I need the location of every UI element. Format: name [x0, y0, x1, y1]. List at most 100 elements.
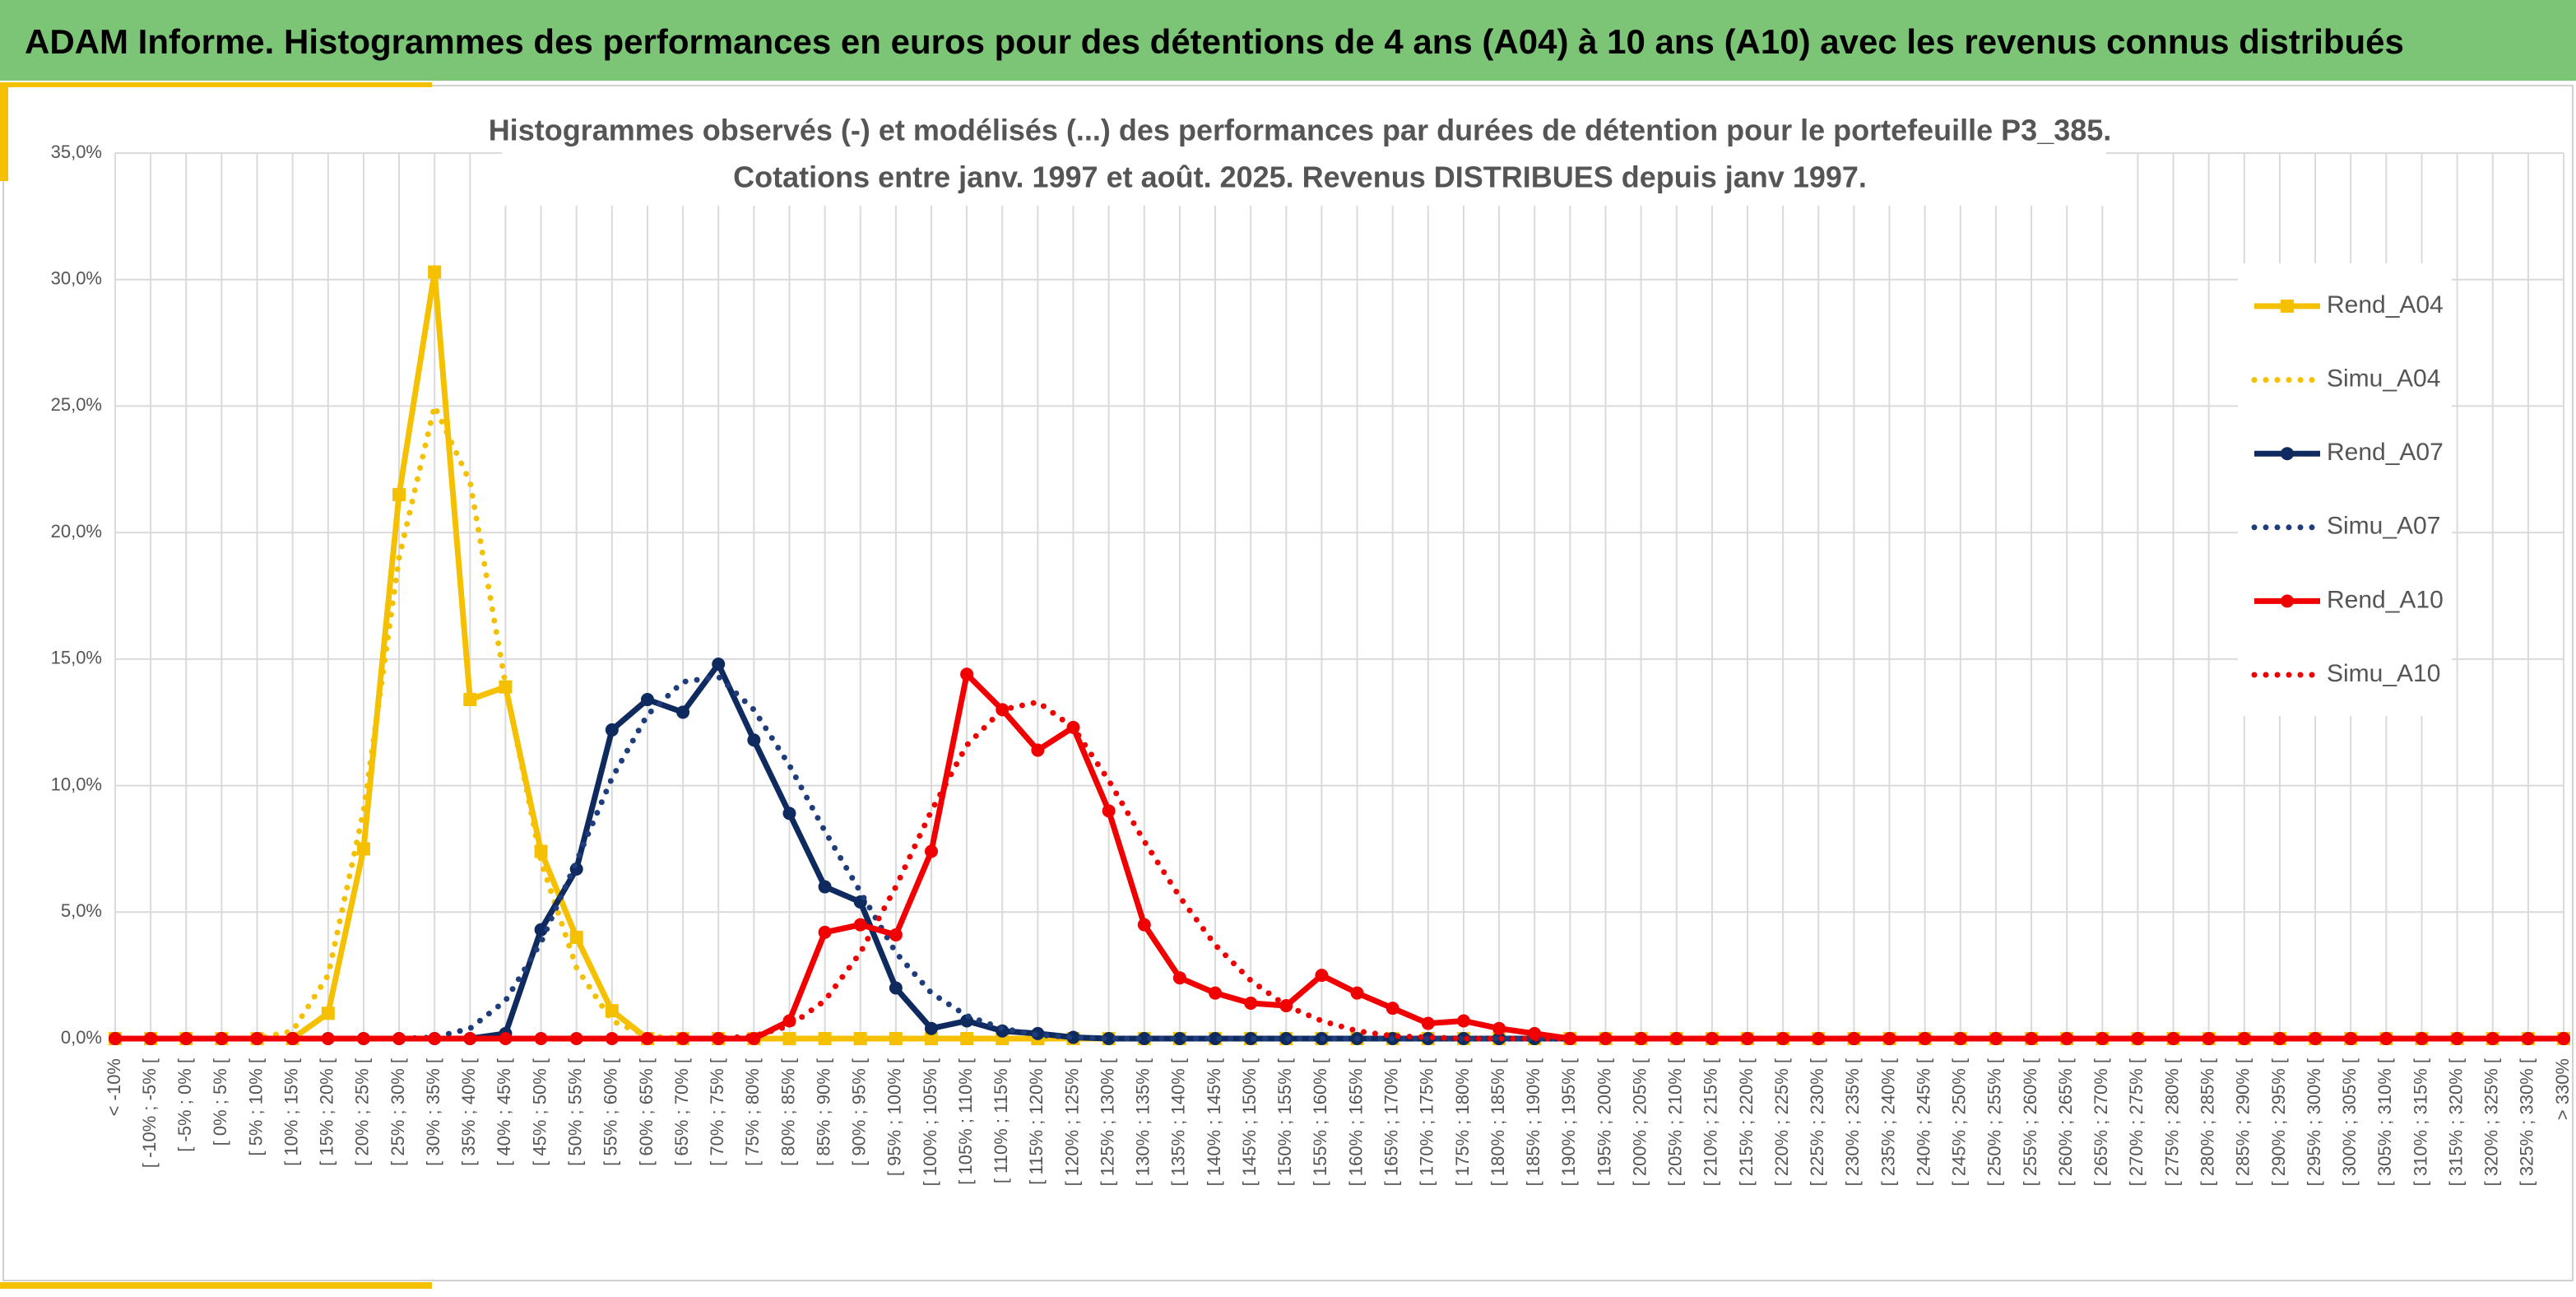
x-tick-label: [ 0% ; 5% [ [210, 1058, 230, 1146]
marker [676, 705, 690, 719]
x-tick-label: [ 320% ; 325% [ [2481, 1058, 2502, 1186]
marker [712, 1032, 726, 1045]
marker [747, 733, 761, 747]
x-tick-label: [ 135% ; 140% [ [1168, 1058, 1189, 1186]
legend-label: Simu_A10 [2327, 660, 2440, 687]
marker [782, 807, 796, 821]
marker [2344, 1032, 2358, 1045]
marker [321, 1032, 335, 1045]
x-tick-label: [ 95% ; 100% [ [884, 1058, 905, 1176]
marker [818, 1032, 832, 1045]
x-tick-label: [ 255% ; 260% [ [2020, 1058, 2040, 1186]
marker [1244, 1032, 1258, 1045]
x-tick-label: [ 285% ; 290% [ [2233, 1058, 2253, 1186]
marker [392, 488, 406, 502]
y-tick-label: 10,0% [51, 774, 102, 794]
x-tick-label: [ 185% ; 190% [ [1523, 1058, 1543, 1186]
marker [2237, 1032, 2251, 1045]
x-tick-label: [ -10% ; -5% [ [139, 1058, 160, 1168]
marker [534, 923, 548, 937]
marker [285, 1032, 299, 1045]
x-tick-label: [ 240% ; 245% [ [1913, 1058, 1933, 1186]
marker [392, 1032, 406, 1045]
series-line [112, 673, 2567, 1042]
marker [1172, 971, 1186, 985]
y-tick-label: 15,0% [51, 648, 102, 668]
marker [818, 880, 832, 894]
x-tick-label: [ 40% ; 45% [ [494, 1058, 514, 1166]
marker [1776, 1032, 1790, 1045]
x-tick-label: [ 215% ; 220% [ [1736, 1058, 1757, 1186]
x-tick-label: [ 300% ; 305% [ [2339, 1058, 2360, 1186]
legend-label: Rend_A04 [2327, 291, 2444, 318]
x-tick-label: [ 250% ; 255% [ [1984, 1058, 2005, 1186]
marker [2272, 1032, 2286, 1045]
x-tick-label: [ 170% ; 175% [ [1417, 1058, 1437, 1186]
marker [1492, 1021, 1506, 1035]
x-tick-label: [ 150% ; 155% [ [1274, 1058, 1295, 1186]
x-tick-label: [ 225% ; 230% [ [1807, 1058, 1827, 1186]
legend-label: Simu_A07 [2327, 513, 2440, 540]
marker [250, 1032, 264, 1045]
legend-label: Simu_A04 [2327, 365, 2440, 393]
accent [0, 82, 8, 181]
x-tick-label: [ 10% ; 15% [ [281, 1058, 301, 1166]
x-tick-label: [ 235% ; 240% [ [1877, 1058, 1898, 1186]
x-tick-label: [ 130% ; 135% [ [1133, 1058, 1153, 1186]
marker [1705, 1032, 1719, 1045]
series-line [115, 268, 2564, 1042]
x-tick-label: [ 180% ; 185% [ [1488, 1058, 1508, 1186]
x-tick-label: [ 200% ; 205% [ [1629, 1058, 1650, 1186]
marker [1385, 1002, 1399, 1016]
marker [889, 927, 903, 941]
marker [428, 1032, 442, 1045]
x-tick-label: [ 315% ; 320% [ [2445, 1058, 2466, 1186]
marker [605, 723, 619, 737]
x-tick-label: [ 325% ; 330% [ [2517, 1058, 2537, 1186]
marker [1812, 1032, 1826, 1045]
marker [2309, 1032, 2323, 1045]
x-tick-label: [ 175% ; 180% [ [1452, 1058, 1473, 1186]
header-title: ADAM Informe. Histogrammes des performan… [25, 22, 2404, 61]
marker [569, 931, 583, 945]
x-tick-label: [ 305% ; 310% [ [2374, 1058, 2395, 1186]
x-tick-label: [ 45% ; 50% [ [529, 1058, 550, 1166]
series-line [115, 671, 2564, 1042]
marker [1137, 918, 1151, 932]
x-tick-label: [ 280% ; 285% [ [2198, 1058, 2218, 1186]
x-tick-label: [ 90% ; 95% [ [849, 1058, 870, 1166]
x-tick-label: [ 110% ; 115% [ [991, 1058, 1011, 1183]
x-tick-label: [ 15% ; 20% [ [317, 1058, 337, 1166]
accent [0, 82, 432, 87]
x-tick-label: [ 115% ; 120% [ [1026, 1058, 1047, 1185]
marker [2281, 447, 2294, 461]
marker [1244, 996, 1258, 1010]
marker [1847, 1032, 1861, 1045]
marker [2281, 594, 2294, 608]
marker [1882, 1032, 1896, 1045]
x-tick-label: [ 105% ; 110% [ [955, 1058, 976, 1185]
x-tick-label: [ 35% ; 40% [ [458, 1058, 479, 1166]
x-tick-label: [ 80% ; 85% [ [777, 1058, 798, 1166]
marker [925, 844, 938, 858]
marker [2281, 300, 2294, 313]
x-tick-label: [ 230% ; 235% [ [1842, 1058, 1863, 1186]
x-tick-label: [ 210% ; 215% [ [1701, 1058, 1721, 1186]
marker [960, 1032, 974, 1045]
marker [925, 1032, 938, 1045]
marker [2166, 1032, 2180, 1045]
x-tick-label: [ -5% ; 0% [ [174, 1058, 195, 1152]
marker [356, 1032, 370, 1045]
marker [1741, 1032, 1754, 1045]
x-tick-label: < -10% [104, 1058, 124, 1116]
marker [428, 265, 442, 279]
chart-title: Histogrammes observés (-) et modélisés (… [489, 114, 2112, 147]
x-tick-label: [ 65% ; 70% [ [671, 1058, 692, 1166]
x-tick-label: [ 265% ; 270% [ [2091, 1058, 2111, 1186]
marker [676, 1032, 690, 1045]
y-tick-label: 0,0% [61, 1027, 102, 1048]
x-tick-label: [ 165% ; 170% [ [1381, 1058, 1402, 1186]
chart-subtitle: Cotations entre janv. 1997 et août. 2025… [733, 160, 1867, 194]
marker [1137, 1032, 1151, 1045]
